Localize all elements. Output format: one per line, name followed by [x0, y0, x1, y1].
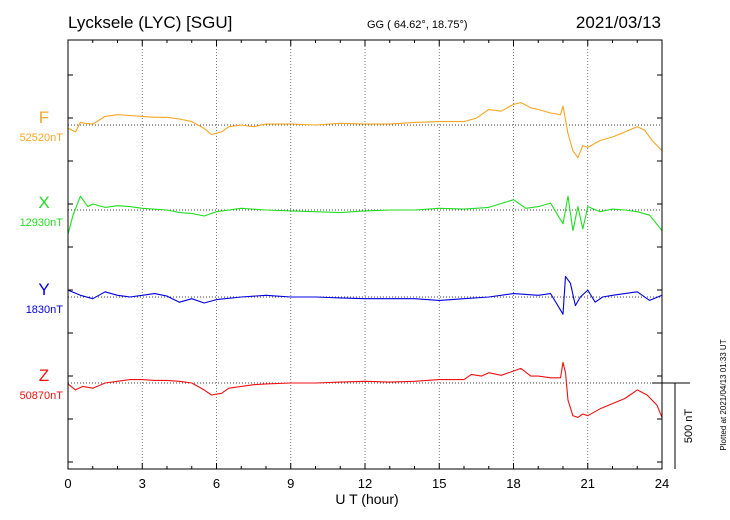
- coordinates-label: GG ( 64.62°, 18.75°): [367, 19, 468, 31]
- series-name-f: F: [39, 108, 49, 127]
- series-baseline-y: 1830nT: [26, 304, 64, 316]
- x-tick-label: 12: [358, 476, 372, 491]
- series-line-z: [67, 361, 663, 418]
- x-tick-label: 24: [655, 476, 669, 491]
- series-name-x: X: [38, 193, 49, 212]
- x-axis-label: U T (hour): [335, 491, 398, 507]
- date-label: 2021/03/13: [576, 13, 661, 32]
- series-baseline-f: 52520nT: [20, 132, 64, 144]
- x-tick-label: 3: [139, 476, 146, 491]
- series-labels: F 52520nT X 12930nT Y 1830nT Z 50870nT: [20, 108, 64, 402]
- x-tick-label: 0: [64, 476, 71, 491]
- plotted-timestamp: Plotted at 2021/04/13 01:33 UT: [719, 339, 728, 450]
- series-line-x: [67, 195, 663, 235]
- x-tick-label: 15: [432, 476, 446, 491]
- series-baseline-z: 50870nT: [20, 390, 64, 402]
- plot-frame: [67, 39, 663, 470]
- x-tick-label: 9: [287, 476, 294, 491]
- series-lines: [67, 102, 663, 418]
- baselines: [68, 124, 662, 384]
- x-tick-label: 21: [581, 476, 595, 491]
- series-line-f: [67, 102, 663, 159]
- series-baseline-x: 12930nT: [20, 217, 64, 229]
- x-tick-label: 18: [506, 476, 520, 491]
- x-tick-label: 6: [213, 476, 220, 491]
- scale-bar: 500 nT: [652, 382, 695, 469]
- scale-bar-label: 500 nT: [683, 409, 695, 444]
- grid-lines: [141, 40, 589, 469]
- axis-ticks: 0 3 6 9 12 15 18 21 24: [64, 40, 669, 491]
- station-title: Lycksele (LYC) [SGU]: [68, 13, 232, 32]
- series-line-y: [67, 275, 663, 315]
- series-name-z: Z: [39, 366, 49, 385]
- series-name-y: Y: [38, 280, 49, 299]
